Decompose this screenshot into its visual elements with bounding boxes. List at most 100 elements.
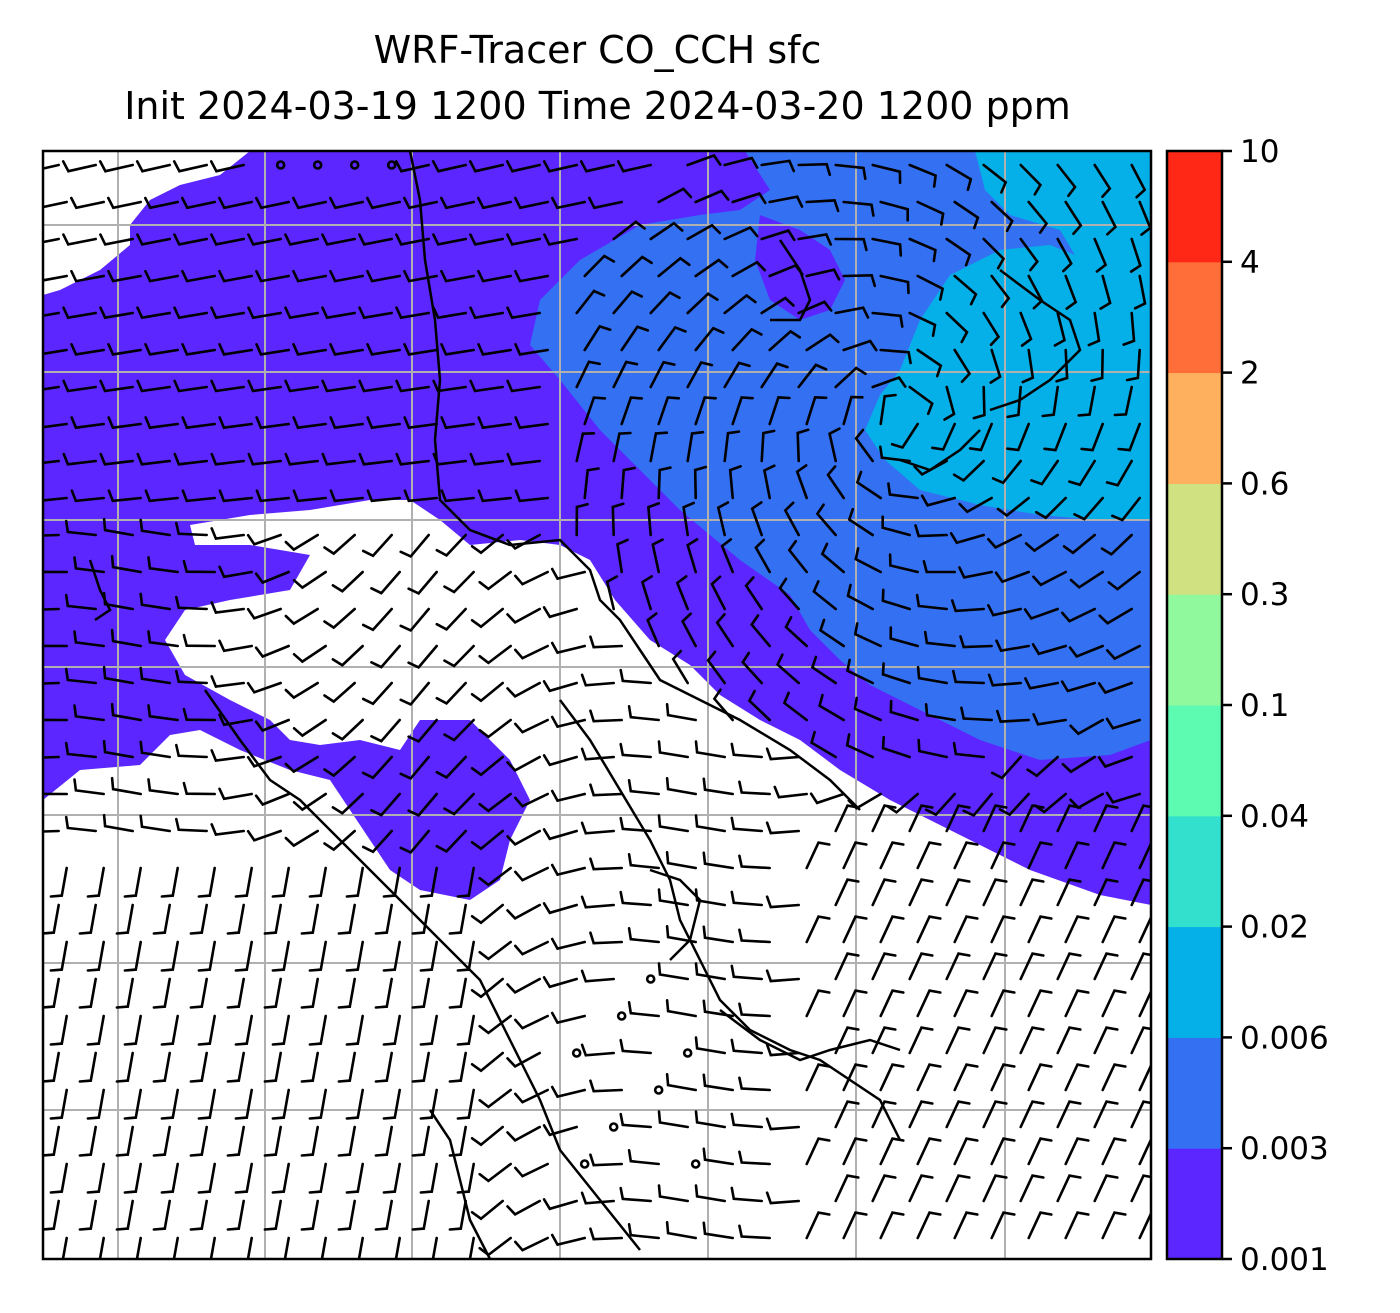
- wind-barb: [834, 1100, 860, 1129]
- wind-barb: [403, 489, 438, 503]
- wind-barb: [78, 1051, 97, 1083]
- wind-barb: [760, 229, 796, 242]
- wind-barb: [139, 592, 171, 611]
- wind-barb: [1061, 607, 1096, 623]
- wind-barb: [990, 755, 1022, 780]
- wind-barb: [1019, 1026, 1045, 1055]
- wind-barb: [996, 709, 1030, 723]
- wind-barb: [1056, 804, 1082, 833]
- colorbar-segment: [1167, 1037, 1222, 1149]
- wind-barb: [994, 570, 1030, 584]
- wind-barb: [945, 237, 972, 267]
- wind-barb: [361, 681, 393, 706]
- wind-barb: [514, 1162, 549, 1178]
- wind-barb: [139, 518, 171, 537]
- wind-barb: [382, 1162, 401, 1194]
- wind-barb: [854, 428, 874, 463]
- wind-barb: [879, 393, 897, 426]
- wind-barb: [210, 306, 245, 320]
- wind-barb: [173, 233, 208, 246]
- wind-barb: [366, 196, 401, 210]
- wind-barb: [323, 607, 356, 630]
- wind-barb: [210, 233, 245, 246]
- wind-barb: [210, 601, 245, 615]
- wind-barb: [73, 704, 105, 722]
- wind-barb: [580, 895, 615, 909]
- wind-barb: [399, 533, 430, 558]
- wind-barb: [470, 1125, 504, 1147]
- wind-barb: [917, 738, 948, 759]
- wind-barb: [86, 1014, 105, 1046]
- wind-barb: [1026, 755, 1059, 778]
- calm-wind-circle: [653, 1085, 664, 1095]
- wind-barb: [828, 427, 841, 463]
- wind-barb: [478, 866, 512, 887]
- wind-barb: [987, 673, 1022, 687]
- wind-barb: [469, 379, 504, 393]
- wind-barb: [506, 829, 541, 847]
- wind-barb: [657, 740, 689, 759]
- wind-barb: [284, 233, 319, 246]
- wind-barb: [1100, 533, 1133, 556]
- wind-barb: [147, 556, 179, 574]
- wind-barb: [730, 1038, 763, 1055]
- wind-barb: [403, 343, 438, 356]
- wind-barb: [345, 1014, 364, 1046]
- wind-barb: [797, 233, 833, 246]
- wind-barb: [916, 348, 943, 378]
- wind-barb: [797, 363, 828, 389]
- wind-barb: [550, 863, 586, 877]
- gridlines: [43, 151, 1151, 1259]
- wind-barb: [1056, 1100, 1082, 1129]
- wind-barb: [773, 785, 808, 799]
- wind-barb: [469, 233, 504, 246]
- wind-barb: [649, 360, 676, 389]
- wind-barb: [962, 792, 993, 817]
- wind-barb: [619, 668, 652, 685]
- wind-barb: [147, 704, 179, 722]
- wind-barb: [916, 989, 942, 1018]
- wind-barb: [1024, 533, 1059, 553]
- wind-barb: [43, 237, 60, 244]
- wind-barb: [478, 792, 512, 813]
- wind-barb: [271, 1014, 290, 1046]
- wind-barb: [784, 616, 808, 648]
- wind-barb: [949, 532, 985, 545]
- wind-barb: [619, 1186, 652, 1203]
- wind-barb: [514, 343, 549, 356]
- wind-barb: [431, 1236, 438, 1259]
- wind-barb: [470, 829, 504, 851]
- wind-barb: [589, 1079, 623, 1093]
- wind-barb: [514, 1236, 549, 1252]
- wind-barb: [300, 1051, 319, 1083]
- wind-barb: [1101, 915, 1127, 944]
- wind-barb: [435, 755, 467, 780]
- wind-barb: [543, 233, 578, 246]
- wind-barb: [991, 459, 1022, 485]
- wind-barb: [845, 733, 874, 759]
- wind-barb: [284, 681, 319, 700]
- wind-barb: [209, 1236, 216, 1259]
- wind-barb: [1019, 163, 1043, 196]
- wind-barb: [846, 658, 874, 685]
- wind-barb: [86, 866, 105, 898]
- wind-barb: [506, 452, 541, 466]
- wind-barb: [1113, 385, 1133, 417]
- wind-barb: [871, 1100, 897, 1129]
- calm-wind-circle: [386, 160, 397, 170]
- wind-barb: [374, 977, 393, 1009]
- wind-barb: [99, 233, 134, 246]
- wind-barb: [374, 903, 393, 935]
- wind-barb: [107, 196, 142, 210]
- wind-barb: [1041, 385, 1059, 418]
- wind-barb: [1027, 989, 1053, 1018]
- wind-barb: [308, 1014, 327, 1046]
- wind-barb: [321, 306, 356, 320]
- wind-barb: [627, 705, 660, 722]
- wind-barb: [1068, 644, 1104, 658]
- wind-barb: [914, 524, 948, 538]
- wind-barb: [395, 233, 430, 246]
- wind-barb: [411, 903, 430, 935]
- wind-barb: [550, 715, 586, 729]
- wind-barb: [982, 804, 1008, 833]
